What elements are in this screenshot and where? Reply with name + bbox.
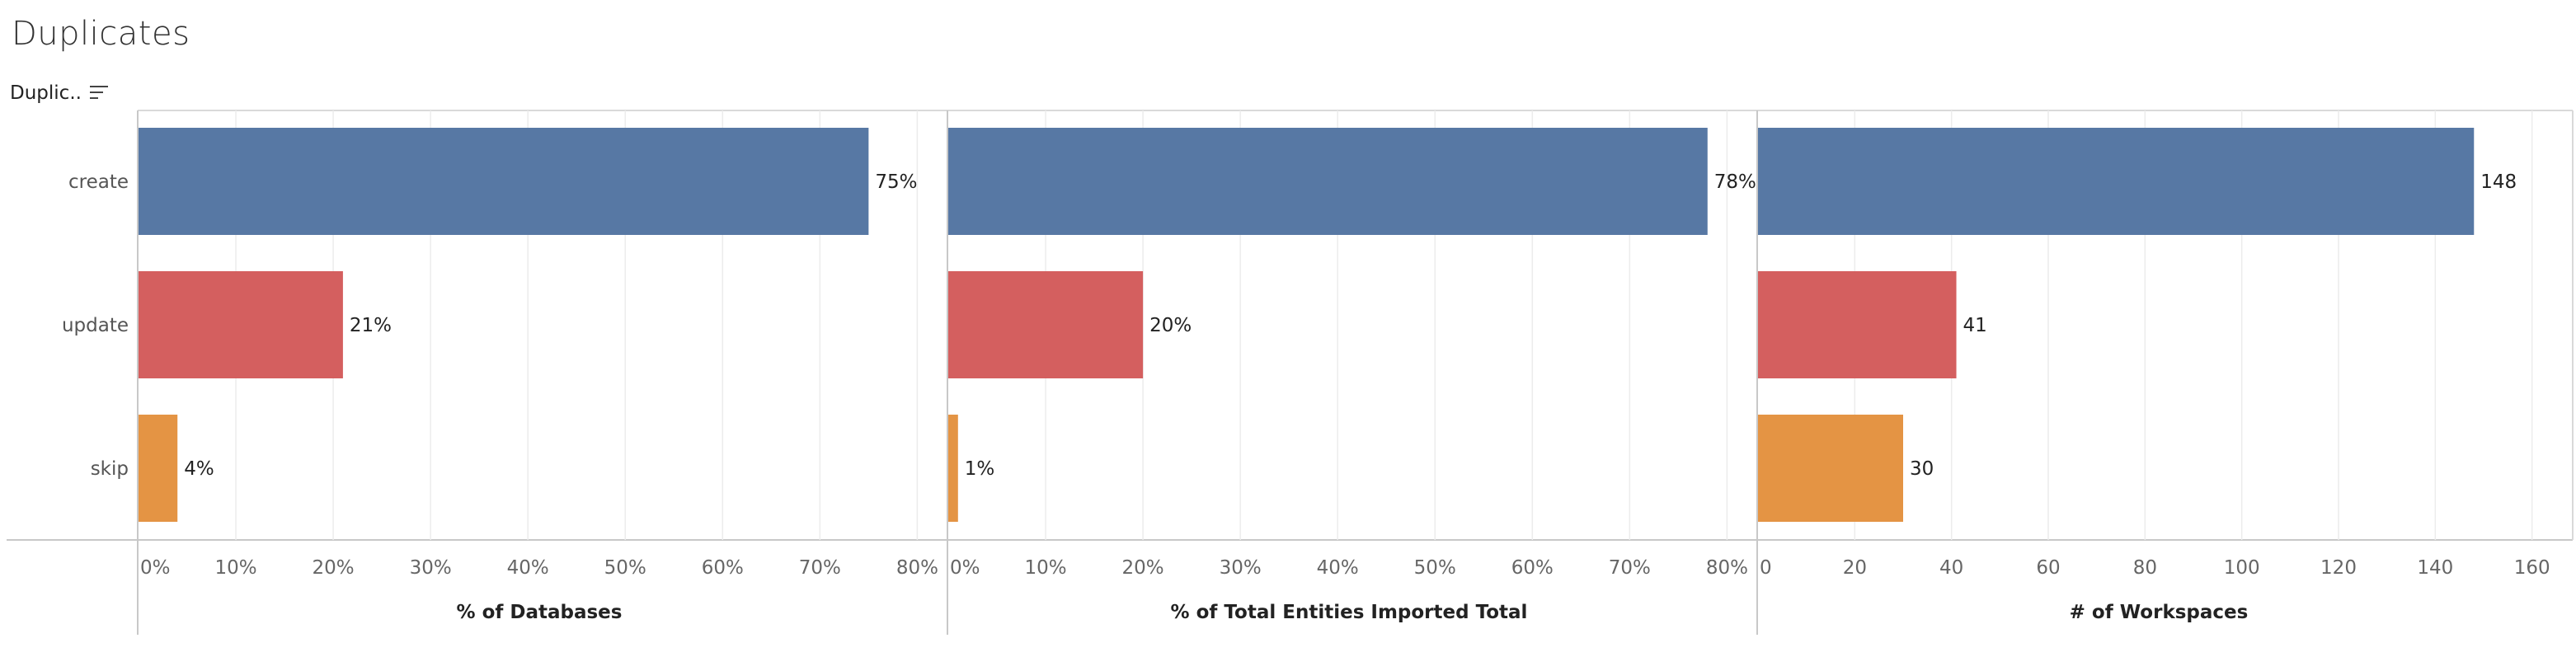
data-label: 30	[1910, 458, 1934, 480]
category-label-skip: skip	[91, 458, 129, 480]
category-label-update: update	[62, 315, 129, 336]
sort-descending-icon[interactable]	[89, 86, 108, 101]
duplicates-field-header[interactable]: Duplic..	[10, 82, 108, 104]
bar-create	[948, 128, 1708, 235]
tick-label: 0%	[950, 557, 980, 579]
field-header-label: Duplic..	[10, 82, 82, 104]
tick-label: 60	[2036, 557, 2060, 579]
data-label: 4%	[184, 458, 214, 480]
tick-label: 30%	[1220, 557, 1262, 579]
tick-label: 60%	[1511, 557, 1554, 579]
tick-label: 40%	[507, 557, 549, 579]
tick-label: 30%	[410, 557, 452, 579]
data-label: 1%	[965, 458, 995, 480]
bar-update	[1758, 271, 1957, 378]
x-axis-title: # of Workspaces	[2070, 602, 2249, 623]
tick-label: 70%	[1609, 557, 1651, 579]
tick-label: 100	[2224, 557, 2260, 579]
x-axis-title: % of Total Entities Imported Total	[1171, 602, 1528, 623]
tick-label: 40	[1939, 557, 1963, 579]
tick-label: 80%	[1706, 557, 1748, 579]
bar-create	[139, 128, 869, 235]
page-title: Duplicates	[12, 15, 190, 53]
tick-label: 20%	[1122, 557, 1164, 579]
tick-label: 140	[2417, 557, 2453, 579]
tick-label: 50%	[1414, 557, 1456, 579]
data-label: 41	[1963, 315, 1987, 336]
data-label: 20%	[1149, 315, 1192, 336]
x-axis-title: % of Databases	[457, 602, 623, 623]
tick-label: 10%	[1024, 557, 1066, 579]
tick-label: 60%	[702, 557, 744, 579]
tick-label: 50%	[604, 557, 646, 579]
tick-label: 70%	[799, 557, 841, 579]
tick-label: 20	[1843, 557, 1867, 579]
tick-label: 10%	[214, 557, 256, 579]
bar-update	[139, 271, 343, 378]
tick-label: 160	[2514, 557, 2550, 579]
tick-label: 20%	[313, 557, 355, 579]
category-label-create: create	[68, 171, 129, 193]
tick-label: 120	[2320, 557, 2357, 579]
bar-update	[948, 271, 1144, 378]
data-label: 21%	[350, 315, 392, 336]
bar-skip	[139, 415, 178, 522]
tick-label: 0	[1760, 557, 1772, 579]
tick-label: 0%	[140, 557, 171, 579]
tick-label: 80	[2133, 557, 2157, 579]
tick-label: 80%	[896, 557, 938, 579]
bar-skip	[948, 415, 958, 522]
bar-create	[1758, 128, 2475, 235]
data-label: 78%	[1714, 171, 1756, 193]
bar-skip	[1758, 415, 1903, 522]
data-label: 75%	[875, 171, 917, 193]
data-label: 148	[2480, 171, 2517, 193]
tick-label: 40%	[1317, 557, 1359, 579]
